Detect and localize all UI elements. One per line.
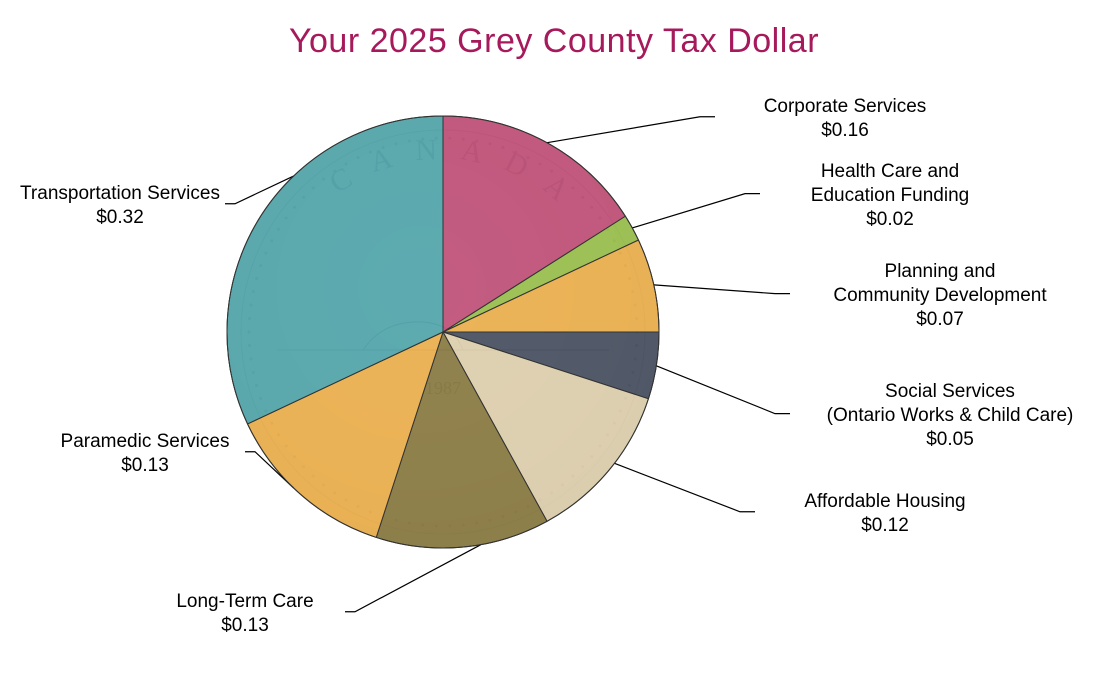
slice-label: Affordable Housing$0.12 [755,490,1015,538]
slice-label-line: Affordable Housing [755,490,1015,514]
slice-label-line: (Ontario Works & Child Care) [790,404,1108,428]
slice-label: Health Care andEducation Funding$0.02 [760,160,1020,231]
slice-label-line: Social Services [790,380,1108,404]
slice-label-line: Paramedic Services [30,430,260,454]
slice-label-line: $0.32 [0,206,250,230]
leader-line [654,285,790,294]
slice-label: Paramedic Services$0.13 [30,430,260,478]
slice-label-line: $0.13 [30,454,260,478]
slice-label-line: $0.16 [720,119,970,143]
slice-label: Transportation Services$0.32 [0,182,250,230]
slice-label-line: Transportation Services [0,182,250,206]
slice-label-line: Planning and [790,260,1090,284]
pie-slices [227,116,659,548]
slice-label: Planning andCommunity Development$0.07 [790,260,1090,331]
slice-label-line: Long-Term Care [120,590,370,614]
slice-label: Long-Term Care$0.13 [120,590,370,638]
slice-label-line: Education Funding [760,184,1020,208]
slice-label-line: Corporate Services [720,95,970,119]
leader-line [656,366,790,414]
leader-line [547,117,715,143]
slice-label-line: Health Care and [760,160,1020,184]
leader-line [615,463,755,511]
slice-label-line: $0.12 [755,514,1015,538]
slice-label: Corporate Services$0.16 [720,95,970,143]
slice-label-line: $0.07 [790,308,1090,332]
slice-label: Social Services(Ontario Works & Child Ca… [790,380,1108,451]
leader-line [632,194,760,228]
slice-label-line: $0.05 [790,428,1108,452]
slice-label-line: $0.02 [760,208,1020,232]
slice-label-line: $0.13 [120,614,370,638]
slice-label-line: Community Development [790,284,1090,308]
